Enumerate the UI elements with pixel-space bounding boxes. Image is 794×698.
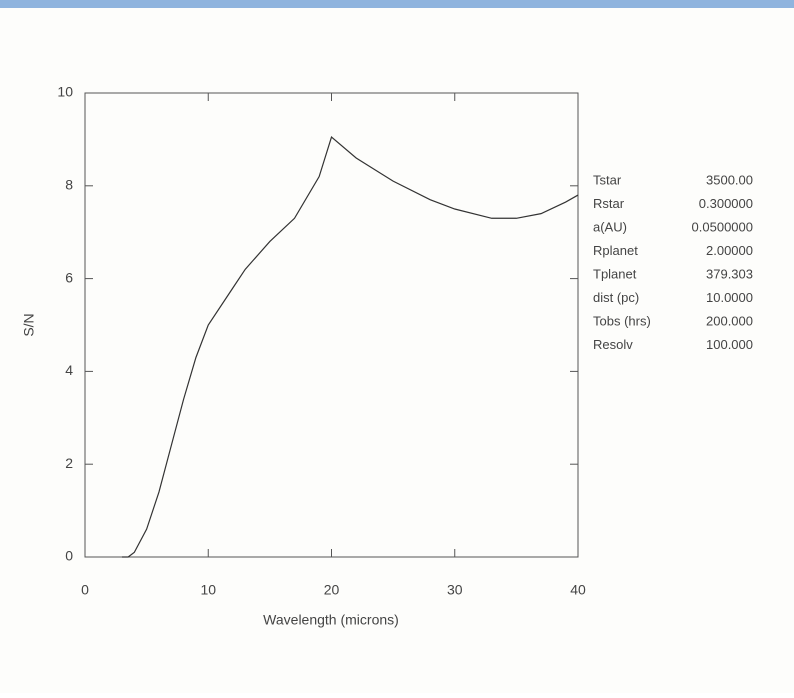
param-label: Rstar [593,196,625,211]
y-tick-label: 2 [65,455,73,471]
y-axis-label: S/N [21,313,37,336]
param-value: 10.0000 [706,290,753,305]
y-tick-label: 10 [57,84,73,100]
x-tick-label: 30 [447,582,463,598]
x-tick-label: 0 [81,582,89,598]
x-tick-label: 10 [200,582,216,598]
x-tick-label: 20 [324,582,340,598]
param-value: 0.300000 [699,196,753,211]
param-label: Rplanet [593,243,638,258]
param-value: 3500.00 [706,172,753,187]
top-band [0,0,794,8]
data-line [121,136,579,558]
param-value: 100.000 [706,337,753,352]
param-value: 2.00000 [706,243,753,258]
param-label: dist (pc) [593,290,639,305]
param-label: Tobs (hrs) [593,313,651,328]
y-tick-label: 6 [65,269,73,285]
param-value: 0.0500000 [692,219,753,234]
param-label: Tstar [593,172,622,187]
x-tick-label: 40 [570,582,586,598]
param-value: 379.303 [706,266,753,281]
y-tick-label: 8 [65,177,73,193]
param-label: a(AU) [593,219,627,234]
y-tick-label: 0 [65,548,73,564]
x-axis-label: Wavelength (microns) [263,612,399,628]
param-label: Tplanet [593,266,637,281]
param-label: Resolv [593,337,633,352]
y-tick-label: 4 [65,362,73,378]
param-value: 200.000 [706,313,753,328]
